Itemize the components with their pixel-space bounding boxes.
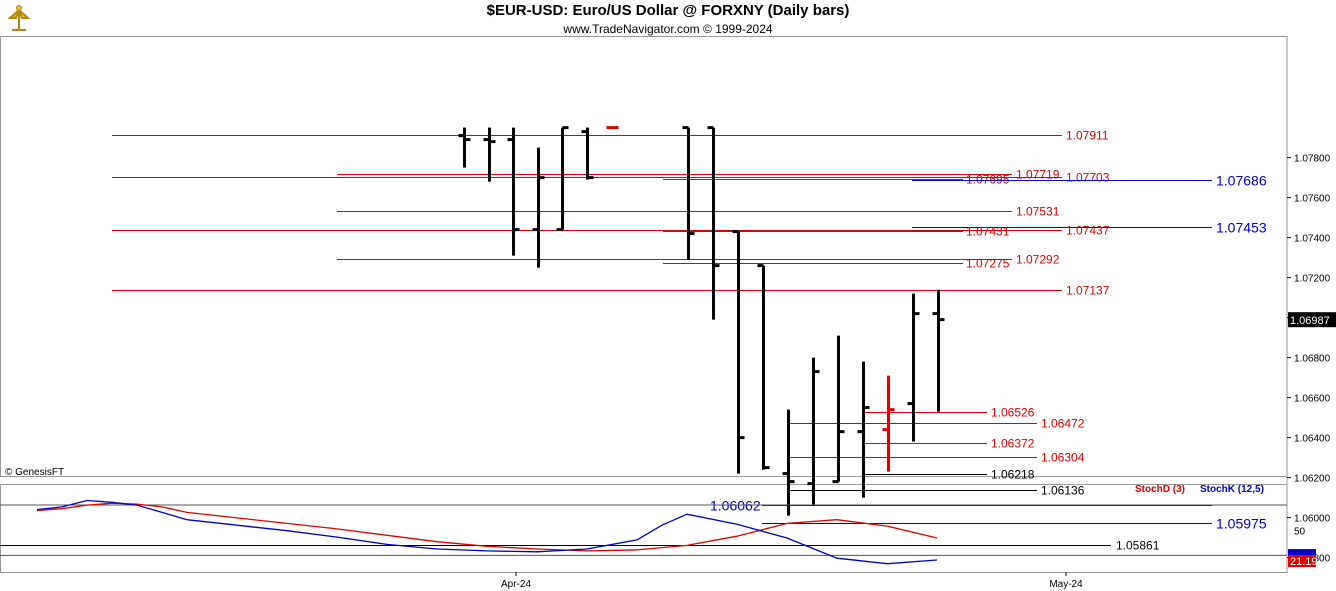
indicator-y-tick-label: 50 [1294, 527, 1306, 538]
price-level-label: 1.07911 [1066, 129, 1109, 143]
y-tick-label: 1.07600 [1294, 194, 1331, 205]
price-level-label: 1.06304 [1041, 451, 1085, 465]
chart-title: $EUR-USD: Euro/US Dollar @ FORXNY (Daily… [486, 2, 850, 19]
price-level-label: 1.07437 [1066, 224, 1110, 238]
y-tick-label: 1.06800 [1294, 354, 1331, 365]
y-tick-label: 1.07200 [1294, 274, 1331, 285]
x-tick-label: Apr-24 [501, 579, 531, 590]
price-level-label: 1.06372 [991, 437, 1035, 451]
price-panel-frame [0, 36, 1288, 477]
price-level-label: 1.05975 [1216, 516, 1267, 532]
stoch-last-value-label: 21.19 [1290, 556, 1318, 568]
y-tick-label: 1.07400 [1294, 234, 1331, 245]
y-tick-label: 1.06200 [1294, 474, 1331, 485]
legend-stochd: StochD (3) [1135, 484, 1185, 495]
price-level-label: 1.07703 [1066, 171, 1110, 185]
stoch-series-line [36, 499, 938, 565]
y-tick-label: 1.06600 [1294, 394, 1331, 405]
indicator-panel-frame [0, 484, 1288, 573]
y-tick-label: 1.07800 [1294, 154, 1331, 165]
legend-stochk: StochK (12,5) [1200, 484, 1264, 495]
price-level-label: 1.07453 [1216, 220, 1267, 236]
price-level-label: 1.07686 [1216, 173, 1267, 189]
stoch-last-k-box [1288, 549, 1316, 556]
x-tick-label: May-24 [1049, 579, 1083, 590]
price-level-label: 1.07275 [966, 257, 1010, 271]
chart-subtitle: www.TradeNavigator.com © 1999-2024 [563, 22, 773, 36]
y-tick-label: 1.06400 [1294, 434, 1331, 445]
price-level-label: 1.07695 [966, 173, 1010, 187]
price-level-label: 1.07431 [966, 225, 1010, 239]
y-tick-label: 1.06000 [1294, 514, 1331, 525]
copyright-label: © GenesisFT [5, 467, 65, 478]
price-level-label: 1.06218 [991, 468, 1035, 482]
last-price-box [1288, 312, 1336, 328]
last-price-label: 1.06987 [1290, 315, 1330, 327]
price-level-label: 1.06136 [1041, 484, 1085, 498]
price-level-label: 1.07531 [1016, 205, 1060, 219]
price-level-label: 1.06526 [991, 406, 1035, 420]
price-level-label: 1.05861 [1116, 539, 1160, 553]
stoch-last-value-box [1288, 555, 1316, 568]
price-level-label: 1.07137 [1066, 284, 1110, 298]
price-level-label: 1.07292 [1016, 253, 1060, 267]
trade-navigator-logo-icon [2, 2, 36, 36]
price-level-label: 1.07719 [1016, 168, 1060, 182]
price-level-label: 1.06472 [1041, 417, 1085, 431]
